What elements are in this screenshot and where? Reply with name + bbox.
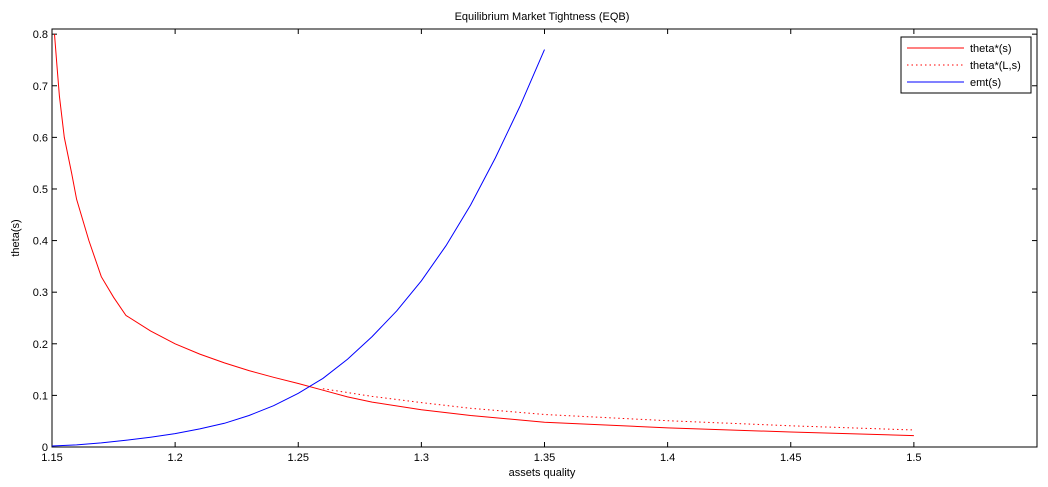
x-tick-label: 1.3 <box>414 452 429 464</box>
x-tick-label: 1.2 <box>167 452 182 464</box>
chart-title: Equilibrium Market Tightness (EQB) <box>455 11 630 23</box>
legend-label-theta-s: theta*(s) <box>970 43 1012 55</box>
x-tick-label: 1.5 <box>906 452 921 464</box>
y-tick-label: 0 <box>42 442 48 454</box>
x-tick-label: 1.15 <box>41 452 62 464</box>
y-axis-label: theta(s) <box>10 219 22 256</box>
y-tick-label: 0.1 <box>33 390 48 402</box>
x-tick-label: 1.25 <box>288 452 309 464</box>
legend-label-theta-ls: theta*(L,s) <box>970 60 1021 72</box>
y-tick-label: 0.8 <box>33 29 48 41</box>
series-layer <box>51 34 914 447</box>
series-line-2 <box>51 49 545 447</box>
x-tick-label: 1.35 <box>534 452 555 464</box>
plot-area <box>51 28 1038 448</box>
y-tick-label: 0.7 <box>33 81 48 93</box>
legend: theta*(s) theta*(L,s) emt(s) <box>900 36 1032 94</box>
x-axis-ticks: 1.15 1.2 1.25 1.3 1.35 1.4 1.45 1.5 <box>41 29 922 464</box>
legend-box <box>900 36 1032 94</box>
legend-label-emt: emt(s) <box>970 77 1001 89</box>
y-tick-label: 0.3 <box>33 287 48 299</box>
y-axis-ticks: 0 0.1 0.2 0.3 0.4 0.5 0.6 0.7 0.8 <box>33 29 1037 454</box>
y-tick-label: 0.6 <box>33 132 48 144</box>
x-tick-label: 1.4 <box>660 452 675 464</box>
series-line-0 <box>54 34 914 437</box>
y-tick-label: 0.5 <box>33 184 48 196</box>
x-tick-label: 1.45 <box>780 452 801 464</box>
y-tick-label: 0.2 <box>33 339 48 351</box>
y-tick-label: 0.4 <box>33 236 48 248</box>
x-axis-label: assets quality <box>509 467 576 479</box>
